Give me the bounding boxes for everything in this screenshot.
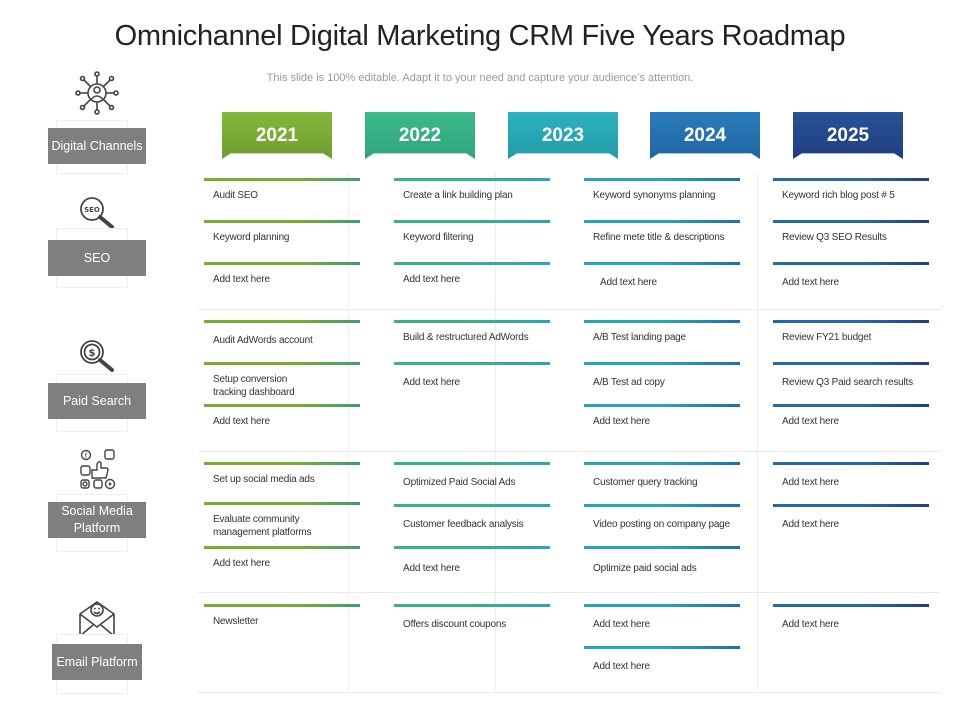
task-item: Keyword rich blog post # 5	[773, 178, 929, 202]
category-paid-search: Paid Search	[48, 383, 146, 419]
task-item: Evaluate community management platforms	[204, 502, 360, 539]
task-item: Add text here	[204, 404, 360, 428]
category-digital-channels: Digital Channels	[48, 128, 146, 164]
page-title: Omnichannel Digital Marketing CRM Five Y…	[114, 20, 846, 52]
task-item: Keyword planning	[204, 220, 360, 244]
grid-line	[348, 172, 349, 692]
task-item: Build & restructured AdWords	[394, 320, 550, 344]
year-banner-2023: 2023	[508, 112, 618, 159]
task-item: Newsletter	[204, 604, 360, 628]
grid-line	[198, 692, 940, 693]
task-item: Add text here	[773, 404, 929, 428]
task-item: Add text here	[394, 362, 550, 389]
task-item: Add text here	[394, 546, 550, 575]
task-item: Review FY21 budget	[773, 320, 929, 344]
year-banner-2022: 2022	[365, 112, 475, 159]
task-item: Video posting on company page	[584, 504, 740, 531]
task-item: Audit AdWords account	[204, 320, 360, 347]
page-subtitle: This slide is 100% editable. Adapt it to…	[266, 72, 694, 84]
task-item: Optimized Paid Social Ads	[394, 462, 550, 489]
task-item: Offers discount coupons	[394, 604, 550, 631]
task-item: Keyword synonyms planning	[584, 178, 740, 202]
task-item: Review Q3 Paid search results	[773, 362, 929, 389]
task-item: Add text here	[204, 262, 360, 286]
task-item: Add text here	[584, 646, 740, 673]
task-item: Review Q3 SEO Results	[773, 220, 929, 244]
task-item: Optimize paid social ads	[584, 546, 740, 575]
grid-line	[495, 172, 496, 692]
task-item: Customer query tracking	[584, 462, 740, 489]
task-item: A/B Test ad copy	[584, 362, 740, 389]
task-item: Refine mete title & descriptions	[584, 220, 740, 244]
task-item: Customer feedback analysis	[394, 504, 550, 531]
category-seo: SEO	[48, 240, 146, 276]
svg-text:SEO: SEO	[84, 206, 100, 214]
category-email: Email Platform	[52, 644, 142, 680]
task-item: Add text here	[584, 404, 740, 428]
svg-text:$: $	[89, 348, 96, 359]
svg-text:f: f	[85, 452, 88, 460]
grid-line	[198, 451, 940, 452]
grid-line	[198, 592, 940, 593]
year-banner-2021: 2021	[222, 112, 332, 159]
grid-line	[757, 172, 758, 692]
social-media-icons: f	[80, 449, 116, 490]
year-banner-2025: 2025	[793, 112, 903, 159]
category-social-media: Social Media Platform	[48, 502, 146, 538]
task-item: Add text here	[773, 462, 929, 489]
task-item: Create a link building plan	[394, 178, 550, 202]
task-item: Keyword filtering	[394, 220, 550, 244]
network-user-icon	[75, 71, 119, 115]
task-item: A/B Test landing page	[584, 320, 740, 344]
grid-line	[198, 309, 940, 310]
task-item: Add text here	[584, 262, 740, 289]
task-item: Add text here	[773, 262, 929, 289]
task-item: Setup conversion tracking dashboard	[204, 362, 360, 399]
task-item: Add text here	[394, 262, 550, 286]
task-item: Add text here	[204, 546, 360, 570]
dollar-magnifier-icon: $	[80, 340, 114, 372]
task-item: Set up social media ads	[204, 462, 360, 486]
task-item: Add text here	[584, 604, 740, 631]
task-item: Add text here	[773, 604, 929, 631]
seo-magnifier-icon: SEO	[80, 197, 114, 229]
task-item: Add text here	[773, 504, 929, 531]
year-banner-2024: 2024	[650, 112, 760, 159]
task-item: Audit SEO	[204, 178, 360, 202]
